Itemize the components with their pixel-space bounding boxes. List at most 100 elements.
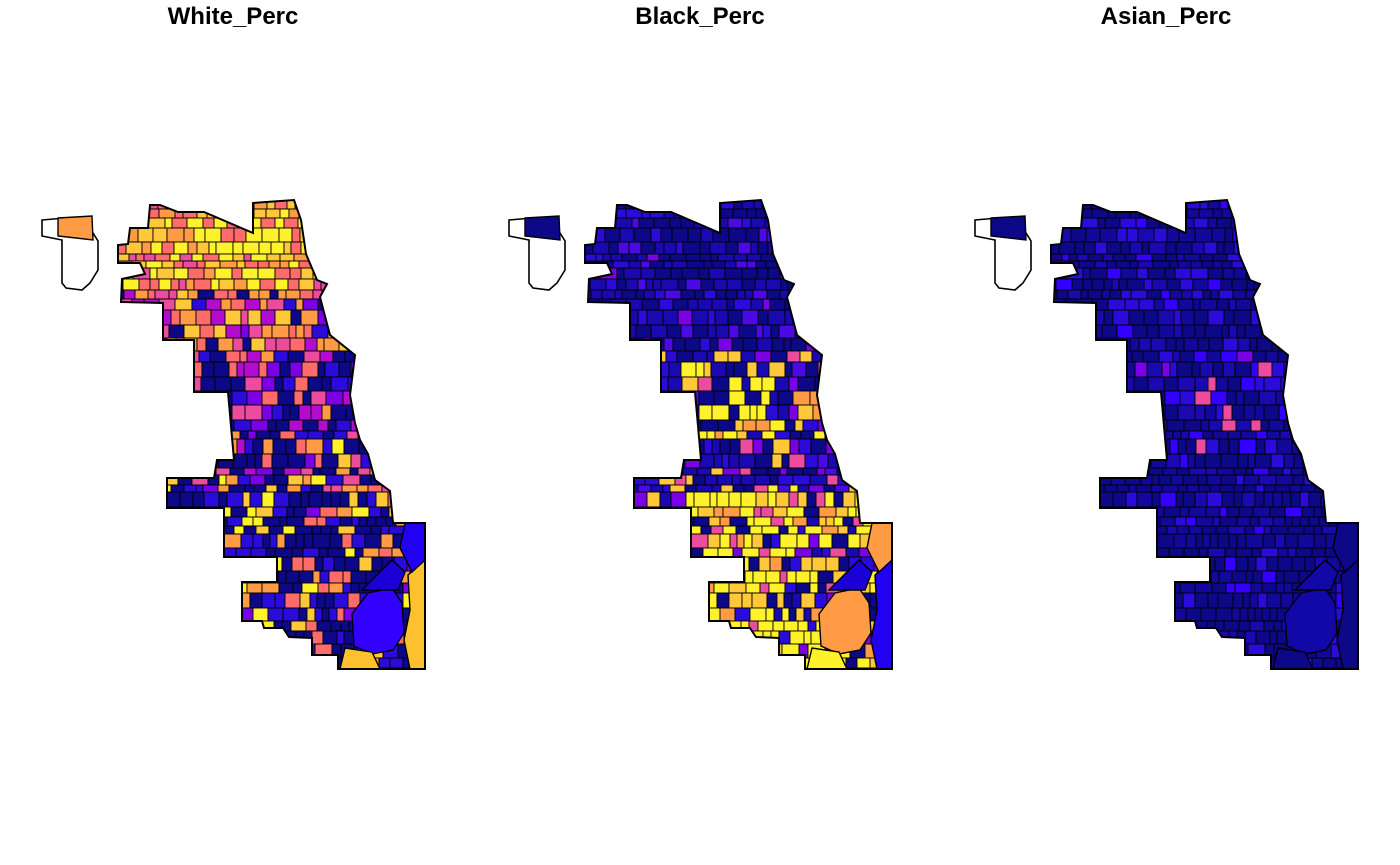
map-tract — [1109, 667, 1120, 669]
map-tract — [191, 582, 204, 594]
map-tract — [279, 253, 295, 262]
map-tract — [190, 376, 202, 392]
map-tract — [1252, 467, 1270, 476]
map-tract — [1151, 491, 1161, 508]
map-tract — [161, 419, 171, 432]
map-tract — [770, 324, 780, 339]
map-tract — [247, 309, 262, 326]
map-tract — [856, 657, 871, 669]
map-tract — [214, 570, 226, 584]
map-tract — [767, 484, 779, 493]
map-tract — [745, 582, 761, 594]
map-tract — [322, 484, 332, 493]
map-tract — [1160, 289, 1171, 300]
map-tract — [128, 525, 139, 535]
map-tract — [394, 309, 409, 326]
map-tract — [713, 390, 730, 406]
map-tract — [772, 620, 785, 632]
map-tract — [771, 337, 785, 352]
map-tract — [738, 453, 756, 469]
map-tract — [878, 453, 892, 469]
map-tract — [303, 350, 321, 363]
map-tract — [1130, 438, 1149, 455]
map-tract — [230, 376, 246, 392]
map-tract — [691, 570, 703, 584]
map-tract — [267, 419, 277, 432]
map-tract — [1106, 267, 1122, 280]
map-tract — [603, 592, 618, 609]
map-tract — [426, 439, 433, 454]
map-tract — [1202, 289, 1212, 300]
map-tract — [1173, 533, 1187, 549]
map-tract — [593, 630, 611, 645]
map-tract — [187, 241, 198, 255]
map-tract — [176, 376, 192, 392]
map-tract — [1320, 278, 1336, 291]
map-tract — [655, 404, 673, 421]
map-tract — [337, 200, 353, 210]
map-tract — [1126, 657, 1143, 669]
map-tract — [698, 404, 713, 421]
map-tract — [1095, 390, 1114, 406]
map-tract — [351, 516, 360, 527]
map-tract — [1202, 430, 1214, 440]
map-tract — [1151, 474, 1160, 486]
map-tract — [736, 289, 746, 300]
map-tract — [1135, 484, 1152, 493]
map-tract — [342, 474, 361, 486]
map-tract — [1061, 582, 1079, 594]
map-panel-white: White_Perc — [0, 0, 466, 865]
map-tract — [703, 260, 713, 269]
map-tract — [818, 241, 834, 255]
map-tract — [354, 253, 369, 262]
map-tract — [601, 506, 612, 518]
map-tract — [286, 516, 305, 527]
map-tract — [721, 453, 730, 469]
map-tract — [234, 570, 243, 584]
map-tract — [829, 278, 840, 291]
map-tract — [650, 324, 668, 339]
map-tract — [885, 200, 892, 210]
map-tract — [636, 419, 652, 432]
map-tract — [1331, 208, 1350, 219]
map-tract — [276, 484, 288, 493]
map-tract — [1226, 667, 1235, 669]
map-tract — [619, 227, 635, 243]
map-tract — [1207, 217, 1218, 229]
map-tract — [1241, 253, 1250, 262]
map-tract — [183, 200, 198, 210]
map-tract — [1313, 390, 1327, 406]
map-tract — [592, 592, 605, 609]
map-tract — [669, 217, 682, 229]
map-tract — [707, 533, 721, 549]
map-tract — [209, 350, 227, 363]
map-tract — [287, 350, 305, 363]
map-tract — [1143, 309, 1159, 326]
map-tract — [765, 404, 779, 421]
map-tract — [833, 491, 844, 508]
map-tract — [203, 667, 218, 669]
map-tract — [842, 260, 854, 269]
map-tract — [762, 298, 771, 311]
map-tract — [1089, 267, 1108, 280]
map-tract — [1254, 491, 1265, 508]
map-tract — [1084, 376, 1098, 392]
map-tract — [595, 361, 614, 378]
map-tract — [339, 491, 350, 508]
map-tract — [1059, 430, 1073, 440]
map-tract — [164, 438, 174, 455]
map-tract — [793, 217, 804, 229]
map-tract — [1355, 467, 1358, 476]
map-tract — [409, 438, 420, 455]
map-tract — [1074, 350, 1092, 363]
map-tract — [285, 438, 297, 455]
map-tract — [769, 390, 779, 406]
map-tract — [118, 570, 129, 584]
map-tract — [1283, 582, 1293, 594]
map-tract — [604, 467, 617, 476]
map-tract — [211, 556, 223, 572]
map-tract — [292, 582, 303, 594]
map-tract — [609, 533, 627, 549]
map-tract — [1198, 484, 1211, 493]
map-tract — [210, 278, 220, 291]
